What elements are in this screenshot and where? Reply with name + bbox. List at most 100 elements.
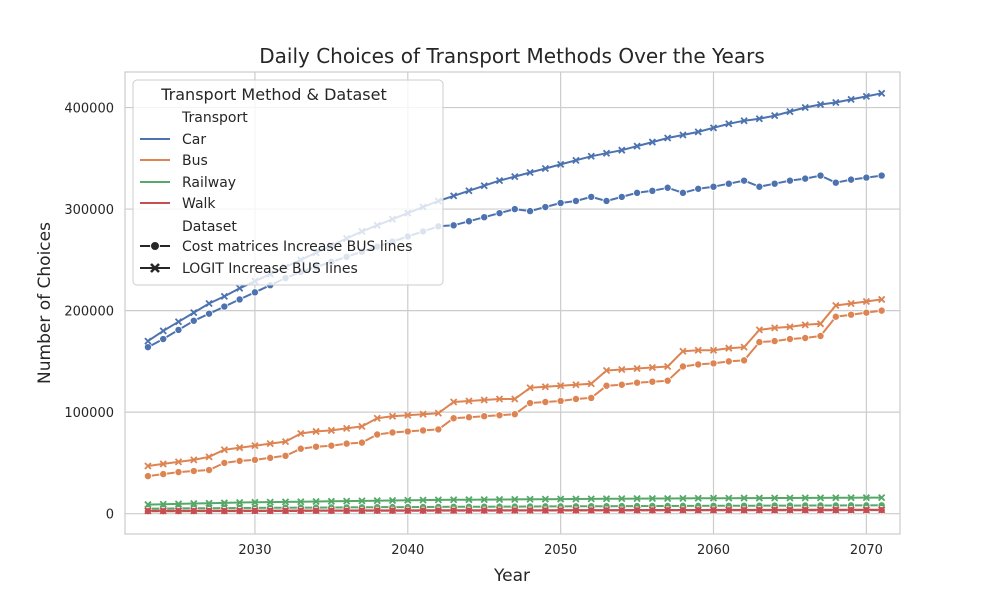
data-point <box>159 500 167 508</box>
data-point <box>740 176 749 185</box>
data-point <box>495 506 504 514</box>
legend-x-marker <box>150 263 160 273</box>
data-point <box>587 393 596 402</box>
data-point <box>618 146 626 154</box>
data-point <box>480 495 488 504</box>
data-point <box>847 506 855 514</box>
data-point <box>342 439 351 448</box>
data-point <box>449 221 458 230</box>
data-point <box>572 381 580 389</box>
data-point <box>205 499 213 507</box>
data-point <box>755 115 764 123</box>
y-axis-label: Number of Choices <box>35 222 55 384</box>
data-point <box>572 506 580 514</box>
data-point <box>236 444 244 452</box>
data-point <box>220 292 228 301</box>
data-point <box>816 320 825 328</box>
legend-box <box>132 79 444 286</box>
data-point <box>648 494 657 503</box>
data-point <box>480 213 489 222</box>
x-tick-label: 2050 <box>544 543 577 558</box>
data-point <box>495 395 504 403</box>
data-point <box>862 506 871 514</box>
data-point <box>343 497 351 505</box>
data-point <box>755 326 764 334</box>
data-point <box>816 331 825 340</box>
data-point <box>434 409 442 417</box>
data-point <box>832 506 840 514</box>
data-point <box>571 394 580 403</box>
data-point <box>618 365 626 374</box>
data-point <box>358 422 366 431</box>
data-point <box>801 103 809 112</box>
data-point <box>281 498 290 506</box>
data-point <box>434 425 443 434</box>
data-point <box>205 453 213 461</box>
data-point <box>464 413 473 422</box>
data-point <box>541 397 550 406</box>
data-point <box>694 346 702 354</box>
data-point <box>450 398 458 406</box>
data-point <box>159 507 167 515</box>
data-point <box>847 299 855 308</box>
data-point <box>388 412 397 420</box>
data-point <box>847 310 856 319</box>
data-point <box>464 217 473 226</box>
data-point <box>526 506 534 514</box>
data-point <box>587 506 595 514</box>
data-point <box>404 506 412 515</box>
data-point <box>633 494 641 503</box>
y-axis: 0 100000 200000 300000 400000 <box>64 102 114 523</box>
data-point <box>786 494 794 502</box>
data-point <box>602 196 611 205</box>
data-point <box>602 495 611 503</box>
data-point <box>190 507 198 515</box>
data-point <box>663 376 672 385</box>
data-point <box>740 506 748 514</box>
data-point <box>358 506 366 515</box>
data-point <box>786 107 794 116</box>
data-point <box>633 378 642 387</box>
data-point <box>679 347 687 355</box>
data-point <box>831 178 840 187</box>
data-point <box>847 175 856 184</box>
data-point <box>266 498 274 506</box>
data-point <box>403 427 412 436</box>
data-point <box>297 506 305 515</box>
data-point <box>144 507 152 515</box>
x-tick-label: 2060 <box>697 543 730 558</box>
y-tick-label: 0 <box>106 508 114 523</box>
data-point <box>557 506 565 514</box>
data-point <box>480 182 488 190</box>
legend-label-logit: LOGIT Increase BUS lines <box>182 261 358 277</box>
data-point <box>373 414 381 422</box>
data-point <box>404 411 412 419</box>
data-point <box>312 506 320 515</box>
data-point <box>373 430 382 439</box>
data-point <box>281 437 290 446</box>
data-point <box>434 496 442 504</box>
data-point <box>679 131 687 139</box>
y-tick-label: 200000 <box>64 305 114 320</box>
data-point <box>511 395 519 403</box>
data-point <box>495 495 504 504</box>
data-point <box>189 316 198 325</box>
data-point <box>144 500 152 509</box>
legend: Transport Method & Dataset Transport Car… <box>132 79 444 286</box>
y-tick-label: 100000 <box>64 406 114 421</box>
data-point <box>143 343 152 352</box>
data-point <box>419 426 428 435</box>
data-point <box>159 327 167 335</box>
series-railway-logit <box>144 494 886 509</box>
x-tick-label: 2040 <box>391 543 424 558</box>
legend-entry-walk: Walk <box>140 196 216 212</box>
data-point <box>633 142 641 150</box>
data-point <box>465 496 473 504</box>
data-point <box>236 284 244 292</box>
data-point <box>786 506 794 514</box>
series-bus-logit <box>144 295 886 470</box>
data-point <box>526 384 534 392</box>
data-point <box>709 346 718 354</box>
data-point <box>724 179 733 188</box>
data-point <box>450 506 458 514</box>
